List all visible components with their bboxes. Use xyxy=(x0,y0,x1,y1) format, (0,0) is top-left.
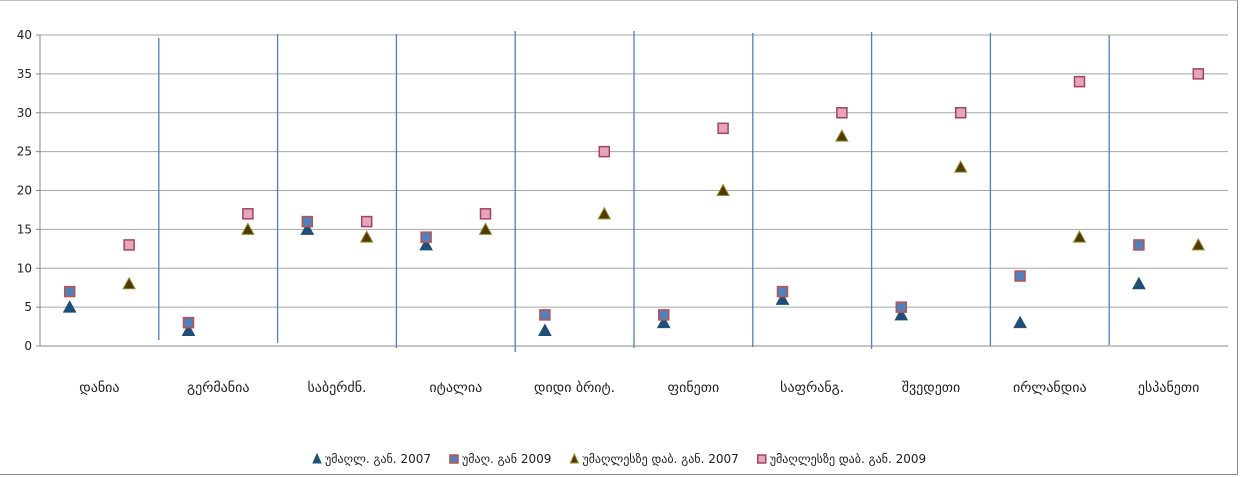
y-tick-label: 15 xyxy=(17,222,32,236)
x-tick-label: საბერძნ. xyxy=(307,379,366,396)
data-point xyxy=(420,231,432,243)
legend: უმაღლ. გან. 2007 უმაღ. გან 2009 უმაღლესზე … xyxy=(312,452,926,466)
data-point xyxy=(182,316,195,329)
legend-marker xyxy=(312,452,322,464)
x-tick-label: ესპანეთი xyxy=(1138,380,1200,396)
y-tick-label: 0 xyxy=(24,339,32,353)
data-point xyxy=(1192,68,1205,80)
y-axis-ticks: 0 5 10 15 20 25 30 35 40 xyxy=(17,28,32,353)
y-tick-label: 40 xyxy=(17,28,32,42)
data-point xyxy=(775,292,790,305)
data-point xyxy=(776,285,789,298)
x-tick-label: საფრანგ. xyxy=(780,379,844,396)
data-point xyxy=(359,230,374,243)
y-tick-label: 10 xyxy=(17,261,32,275)
data-point xyxy=(242,208,254,220)
x-tick-label: ირლანდია xyxy=(1013,379,1087,396)
data-point xyxy=(1072,230,1087,243)
y-tick-label: 30 xyxy=(17,106,32,120)
data-point xyxy=(419,237,433,251)
data-point xyxy=(1133,239,1145,251)
data-point xyxy=(181,323,196,336)
data-point xyxy=(1132,276,1146,290)
y-tick-label: 25 xyxy=(17,145,32,159)
legend-label: უმაღლესზე დაბ. გან. 2007 xyxy=(582,452,738,466)
data-point xyxy=(241,222,255,235)
category-separators xyxy=(158,31,1110,352)
data-point xyxy=(835,129,849,142)
data-point xyxy=(717,122,729,135)
data-marks xyxy=(62,68,1206,336)
x-tick-label: იტალია xyxy=(429,380,482,396)
legend-marker xyxy=(757,454,767,464)
data-point xyxy=(953,160,968,173)
data-point xyxy=(301,215,314,228)
data-point xyxy=(478,222,493,235)
data-point xyxy=(63,285,76,298)
data-point xyxy=(538,323,552,336)
data-point xyxy=(539,309,551,321)
data-point xyxy=(360,215,373,228)
legend-label: უმაღ. გან 2009 xyxy=(462,452,551,466)
data-point xyxy=(716,183,730,196)
y-tick-label: 20 xyxy=(17,184,32,198)
legend-label: უმაღლ. გან. 2007 xyxy=(325,452,431,466)
legend-marker xyxy=(449,454,459,464)
data-point xyxy=(597,206,612,220)
data-point xyxy=(122,276,136,290)
x-tick-label: ფინეთი xyxy=(668,380,720,396)
y-tick-label: 35 xyxy=(17,67,32,81)
data-point xyxy=(656,315,671,329)
data-point xyxy=(836,107,848,119)
data-point xyxy=(954,107,967,119)
x-axis-ticks: დანია გერმანია საბერძნ. იტალია დიდი ბრიტ. ფინ… xyxy=(79,379,1199,396)
x-tick-label: დანია xyxy=(79,380,119,396)
data-point xyxy=(894,307,909,321)
data-point xyxy=(657,309,670,321)
data-point xyxy=(479,208,492,220)
data-point xyxy=(62,300,77,313)
data-point xyxy=(598,145,611,158)
grid-layer xyxy=(36,34,1228,347)
data-point xyxy=(1073,75,1086,88)
x-tick-label: გერმანია xyxy=(187,379,249,396)
data-point xyxy=(1191,237,1206,251)
x-tick-label: დიდი ბრიტ. xyxy=(534,379,615,396)
x-tick-label: შვედეთი xyxy=(902,380,961,396)
legend-marker xyxy=(569,452,580,464)
data-point xyxy=(300,222,315,235)
legend-label: უმაღლესზე დაბ. გან. 2009 xyxy=(770,452,926,466)
y-tick-label: 5 xyxy=(24,300,32,314)
data-point xyxy=(1013,315,1027,329)
data-point xyxy=(895,301,908,313)
data-point xyxy=(123,239,135,251)
data-point xyxy=(1014,270,1026,282)
